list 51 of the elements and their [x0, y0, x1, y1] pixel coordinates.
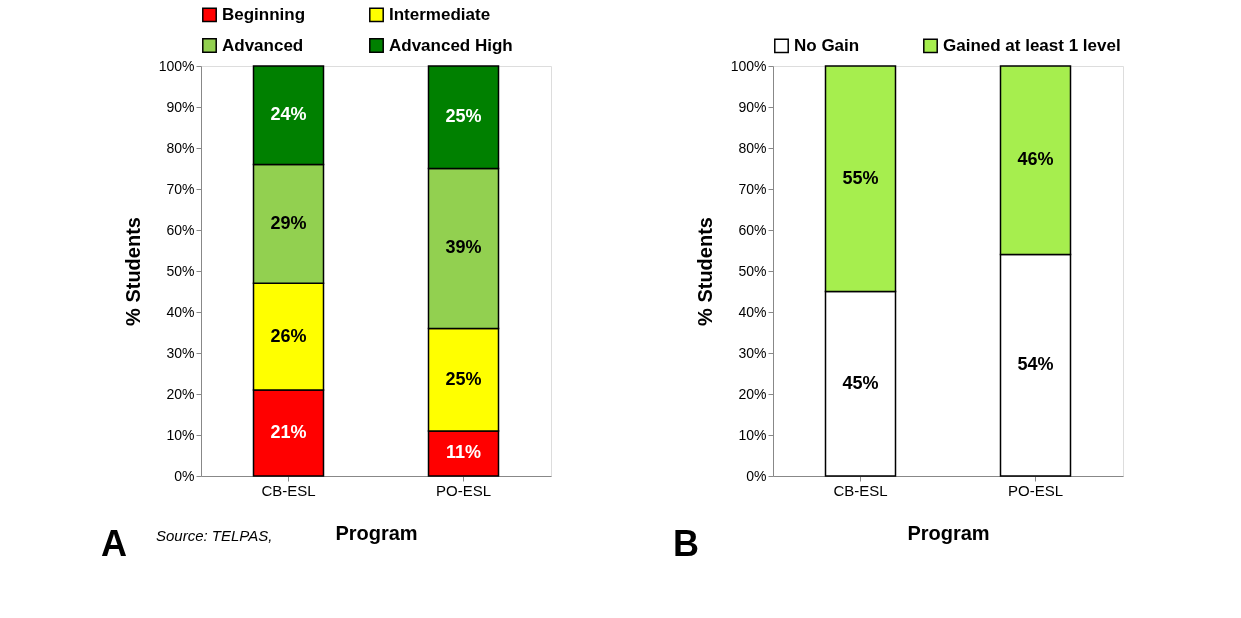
y-tick-label: 90%: [738, 98, 767, 115]
y-axis-title: % Students: [693, 217, 716, 326]
text: 45%: [842, 372, 879, 393]
legend-label: Intermediate: [389, 4, 491, 24]
y-tick-label: 100%: [730, 57, 767, 74]
text: 25%: [445, 368, 482, 389]
y-tick-label: 80%: [738, 139, 767, 156]
y-tick-label: 70%: [738, 180, 767, 197]
y-tick-label: 30%: [738, 344, 767, 361]
y-tick-label: 10%: [738, 426, 767, 443]
y-tick-label: 100%: [158, 57, 195, 74]
legend-label: No Gain: [794, 35, 860, 55]
text: A: [101, 523, 127, 564]
y-tick-label: 30%: [166, 344, 195, 361]
text: 55%: [842, 167, 879, 188]
x-axis-title: Program: [907, 521, 990, 544]
y-tick-label: 40%: [166, 303, 195, 320]
y-tick-label: 40%: [738, 303, 767, 320]
text: 24%: [270, 104, 307, 125]
text: 26%: [270, 325, 307, 346]
y-tick-label: 50%: [738, 262, 767, 279]
y-tick-label: 60%: [738, 221, 767, 238]
x-tick-label: PO-ESL: [435, 481, 492, 499]
x-axis-title: Program: [335, 521, 418, 544]
y-tick-label: 60%: [166, 221, 195, 238]
legend-label: Gained at least 1 level: [943, 35, 1121, 55]
text: 21%: [270, 421, 307, 442]
y-tick-label: 20%: [166, 385, 195, 402]
text: 11%: [445, 442, 482, 463]
y-axis-title: % Students: [121, 217, 144, 326]
y-tick-label: 20%: [738, 385, 767, 402]
text: 39%: [445, 237, 482, 258]
y-tick-label: 90%: [166, 98, 195, 115]
text: B: [673, 523, 699, 564]
source-note: Source: TELPAS,: [156, 527, 273, 544]
text: 54%: [1017, 354, 1054, 375]
y-tick-label: 50%: [166, 262, 195, 279]
y-tick-label: 70%: [166, 180, 195, 197]
legend-label: Advanced: [222, 35, 304, 55]
legend-label: Advanced High: [389, 35, 513, 55]
y-tick-label: 10%: [166, 426, 195, 443]
text: 25%: [445, 106, 482, 127]
legend-label: Beginning: [222, 4, 306, 24]
x-tick-label: PO-ESL: [1007, 481, 1064, 499]
y-tick-label: 0%: [746, 467, 767, 484]
text: 46%: [1017, 149, 1054, 170]
text: 29%: [270, 212, 307, 233]
x-tick-label: CB-ESL: [261, 481, 316, 499]
y-tick-label: 0%: [174, 467, 195, 484]
y-tick-label: 80%: [166, 139, 195, 156]
x-tick-label: CB-ESL: [833, 481, 888, 499]
